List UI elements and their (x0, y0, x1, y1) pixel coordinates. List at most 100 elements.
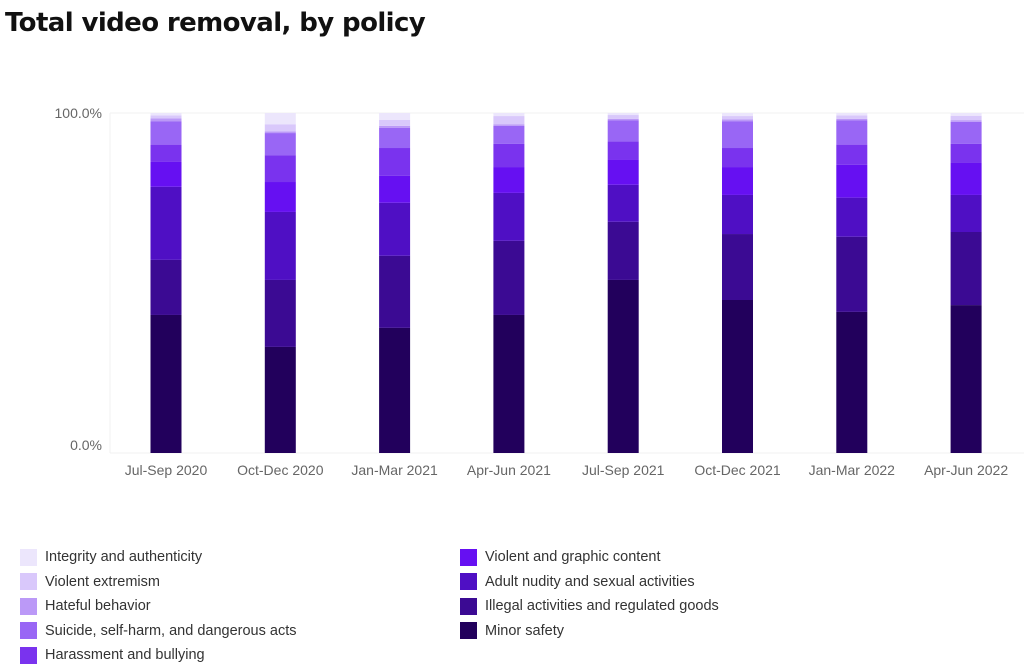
x-tick-label: Apr-Jun 2022 (924, 462, 1008, 478)
bar-segment[interactable] (493, 314, 525, 453)
bar-segment[interactable] (493, 167, 525, 193)
bars-group (150, 113, 982, 453)
bar-segment[interactable] (607, 141, 639, 160)
bar-segment[interactable] (379, 202, 411, 256)
bar-segment[interactable] (722, 300, 753, 453)
bar-segment[interactable] (950, 143, 982, 163)
bar-segment[interactable] (379, 255, 411, 328)
bar-segment[interactable] (950, 115, 982, 121)
bar-segment[interactable] (150, 314, 182, 453)
bar-segment[interactable] (379, 113, 411, 120)
bar-segment[interactable] (836, 197, 868, 237)
bar-segment[interactable] (836, 311, 868, 453)
x-tick-labels: Jul-Sep 2020 Oct-Dec 2020 Jan-Mar 2021 Apr-… (125, 462, 1009, 478)
bar-segment[interactable] (722, 234, 753, 300)
legend-item[interactable]: Integrity and authenticity (20, 545, 296, 570)
bar-segment[interactable] (607, 115, 639, 119)
bar-segment[interactable] (150, 113, 182, 116)
bar-segment[interactable] (150, 115, 182, 119)
bar-segment[interactable] (379, 327, 411, 453)
bar-segment[interactable] (722, 113, 753, 117)
x-tick-label: Jan-Mar 2021 (351, 462, 438, 478)
bar-segment[interactable] (379, 175, 411, 203)
legend-item[interactable]: Minor safety (460, 619, 719, 644)
legend-item[interactable]: Harassment and bullying (20, 643, 296, 668)
bar-segment[interactable] (836, 164, 868, 198)
bar-segment[interactable] (607, 279, 639, 453)
bar-segment[interactable] (379, 125, 411, 128)
bar-segment[interactable] (493, 124, 525, 126)
bar-segment[interactable] (150, 144, 182, 162)
bar-segment[interactable] (493, 240, 525, 315)
bar-segment[interactable] (150, 161, 182, 187)
bar-segment[interactable] (607, 221, 639, 280)
bar-stack (607, 113, 639, 453)
bar-segment[interactable] (950, 232, 982, 306)
legend-swatch (20, 548, 37, 566)
bar-segment[interactable] (493, 192, 525, 241)
legend-swatch (460, 573, 477, 591)
bar-segment[interactable] (950, 121, 982, 144)
bar-segment[interactable] (950, 120, 982, 122)
bar-segment[interactable] (950, 305, 982, 453)
bar-segment[interactable] (722, 167, 753, 195)
bar-segment[interactable] (722, 148, 753, 168)
bar-segment[interactable] (950, 162, 982, 195)
legend-item[interactable]: Adult nudity and sexual activities (460, 570, 719, 595)
bar-segment[interactable] (836, 120, 868, 145)
bar-segment[interactable] (607, 113, 639, 116)
bar-segment[interactable] (264, 131, 296, 134)
bar-segment[interactable] (722, 121, 753, 149)
legend-item[interactable]: Illegal activities and regulated goods (460, 594, 719, 619)
bar-segment[interactable] (264, 279, 296, 347)
bar-segment[interactable] (264, 113, 296, 125)
bar-segment[interactable] (607, 184, 639, 222)
x-tick-label: Oct-Dec 2020 (237, 462, 324, 478)
legend-item[interactable]: Hateful behavior (20, 594, 296, 619)
bar-segment[interactable] (607, 159, 639, 185)
legend-item[interactable]: Violent and graphic content (460, 545, 719, 570)
legend-label: Minor safety (485, 622, 564, 639)
bar-segment[interactable] (493, 116, 525, 125)
bar-segment[interactable] (722, 194, 753, 235)
bar-segment[interactable] (379, 148, 411, 176)
bar-segment[interactable] (150, 121, 182, 145)
bar-segment[interactable] (264, 182, 296, 212)
legend-swatch (20, 646, 37, 664)
bar-segment[interactable] (264, 155, 296, 183)
legend-item[interactable]: Violent extremism (20, 570, 296, 595)
bar-segment[interactable] (836, 118, 868, 121)
bar-segment[interactable] (607, 118, 639, 121)
bar-segment[interactable] (607, 120, 639, 142)
bar-segment[interactable] (150, 118, 182, 122)
bar-segment[interactable] (150, 186, 182, 260)
bar-segment[interactable] (950, 113, 982, 116)
x-tick-label: Jul-Sep 2021 (582, 462, 665, 478)
bar-segment[interactable] (264, 133, 296, 156)
x-tick-label: Jan-Mar 2022 (809, 462, 896, 478)
legend-column-left: Integrity and authenticity Violent extrem… (20, 545, 296, 668)
legend-swatch (460, 622, 477, 640)
bar-segment[interactable] (379, 119, 411, 126)
bar-segment[interactable] (836, 236, 868, 312)
legend-swatch (20, 597, 37, 615)
bar-segment[interactable] (836, 113, 868, 116)
bar-segment[interactable] (379, 127, 411, 149)
legend-label: Adult nudity and sexual activities (485, 573, 695, 590)
bar-segment[interactable] (722, 119, 753, 122)
bar-segment[interactable] (264, 211, 296, 280)
bar-segment[interactable] (722, 116, 753, 120)
bar-segment[interactable] (264, 346, 296, 453)
bar-segment[interactable] (836, 144, 868, 165)
legend-item[interactable]: Suicide, self-harm, and dangerous acts (20, 619, 296, 644)
bar-segment[interactable] (493, 125, 525, 144)
bar-segment[interactable] (493, 143, 525, 168)
bar-segment[interactable] (836, 115, 868, 119)
legend-label: Illegal activities and regulated goods (485, 598, 719, 615)
x-tick-label: Apr-Jun 2021 (467, 462, 551, 478)
bar-segment[interactable] (264, 124, 296, 132)
chart-title: Total video removal, by policy (5, 8, 426, 38)
bar-segment[interactable] (150, 259, 182, 315)
bar-segment[interactable] (493, 113, 525, 117)
bar-segment[interactable] (950, 194, 982, 232)
